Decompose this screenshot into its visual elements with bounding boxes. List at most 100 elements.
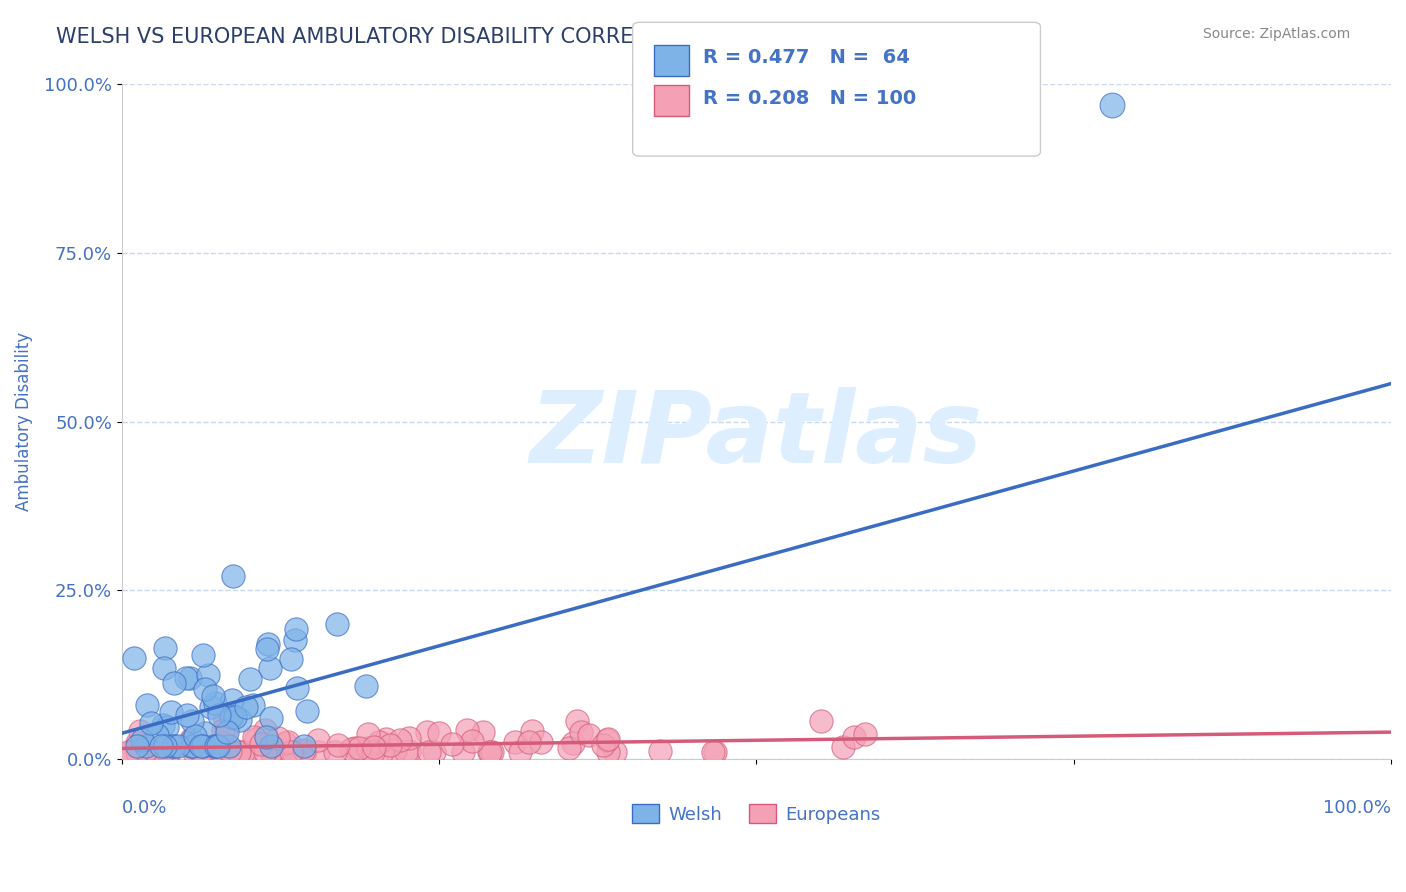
Point [363, 740, 385, 755]
Text: Source: ZipAtlas.com: Source: ZipAtlas.com [1202, 27, 1350, 41]
Point [415, 724, 437, 739]
Point [160, 739, 183, 753]
Point [214, 723, 236, 737]
Point [125, 736, 148, 750]
Point [326, 738, 349, 752]
Point [239, 672, 262, 686]
Point [190, 739, 212, 753]
Point [194, 681, 217, 696]
Point [214, 713, 236, 727]
Point [197, 668, 219, 682]
Point [183, 729, 205, 743]
Point [460, 733, 482, 747]
Point [427, 726, 450, 740]
Point [520, 724, 543, 739]
Point [211, 736, 233, 750]
Point [181, 733, 204, 747]
Point [307, 745, 329, 759]
Point [250, 737, 273, 751]
Point [650, 744, 672, 758]
Point [201, 745, 224, 759]
Point [558, 740, 581, 755]
Point [181, 739, 204, 753]
Point [592, 738, 614, 752]
Point [596, 733, 619, 747]
Point [530, 735, 553, 749]
Point [208, 708, 231, 723]
Point [481, 745, 503, 759]
Point [343, 741, 366, 756]
Point [471, 724, 494, 739]
Point [180, 739, 202, 753]
Point [266, 741, 288, 756]
Point [228, 745, 250, 759]
Y-axis label: Ambulatory Disability: Ambulatory Disability [15, 332, 32, 511]
Point [478, 745, 501, 759]
Point [509, 745, 531, 759]
Point [131, 733, 153, 747]
Point [232, 745, 254, 759]
Point [456, 723, 478, 738]
Point [357, 727, 380, 741]
Text: 0.0%: 0.0% [122, 799, 167, 817]
Point [136, 745, 159, 759]
Point [384, 743, 406, 757]
Point [422, 745, 444, 759]
Point [190, 745, 212, 759]
Point [478, 745, 501, 759]
Point [221, 710, 243, 724]
Point [136, 740, 159, 755]
Point [135, 698, 157, 712]
Point [204, 696, 226, 710]
Text: R = 0.477   N =  64: R = 0.477 N = 64 [703, 48, 910, 68]
Point [163, 739, 186, 753]
Point [832, 739, 855, 754]
Point [603, 745, 626, 759]
Point [853, 727, 876, 741]
Point [388, 732, 411, 747]
Point [254, 730, 277, 744]
Point [205, 739, 228, 753]
Point [224, 710, 246, 724]
Point [260, 745, 283, 759]
Point [128, 724, 150, 739]
Point [267, 731, 290, 745]
Point [235, 700, 257, 714]
Point [702, 745, 724, 759]
Point [134, 745, 156, 759]
Point [325, 745, 347, 759]
Point [163, 676, 186, 690]
Point [561, 736, 583, 750]
Point [235, 745, 257, 759]
Point [159, 745, 181, 759]
Point [340, 742, 363, 756]
Point [292, 745, 315, 759]
Point [1101, 97, 1123, 112]
Text: R = 0.208   N = 100: R = 0.208 N = 100 [703, 88, 917, 108]
Point [596, 731, 619, 746]
Point [398, 731, 420, 746]
Point [122, 651, 145, 665]
Point [152, 718, 174, 732]
Point [127, 745, 149, 759]
Text: WELSH VS EUROPEAN AMBULATORY DISABILITY CORRELATION CHART: WELSH VS EUROPEAN AMBULATORY DISABILITY … [56, 27, 786, 46]
Point [219, 744, 242, 758]
Point [284, 632, 307, 647]
Point [135, 739, 157, 753]
Point [347, 741, 370, 756]
Point [176, 708, 198, 723]
Point [280, 652, 302, 666]
Point [120, 745, 142, 759]
Point [283, 745, 305, 759]
Point [242, 730, 264, 744]
Point [375, 731, 398, 746]
Point [277, 735, 299, 749]
Point [262, 745, 284, 759]
Point [194, 726, 217, 740]
Point [451, 745, 474, 759]
Point [285, 681, 308, 696]
Point [229, 713, 252, 727]
Point [810, 714, 832, 728]
Point [254, 745, 277, 759]
Point [280, 745, 302, 759]
